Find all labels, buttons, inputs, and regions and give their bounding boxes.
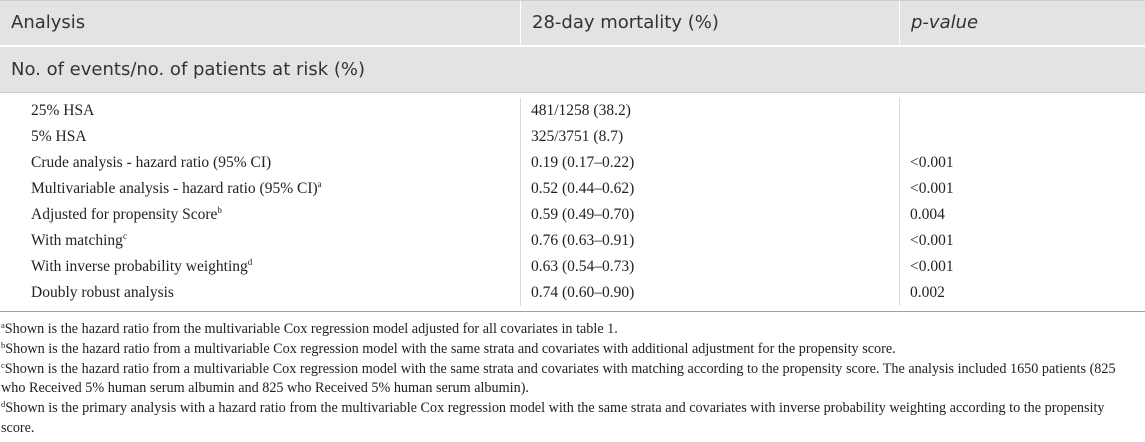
row-pvalue: 0.002 bbox=[910, 284, 945, 301]
row-pvalue bbox=[900, 98, 1145, 124]
row-mortality: 0.63 (0.54–0.73) bbox=[521, 254, 900, 280]
row-label: With matchingc bbox=[0, 228, 521, 254]
row-mortality: 0.19 (0.17–0.22) bbox=[521, 150, 900, 176]
footnote-mark: c bbox=[122, 231, 127, 241]
footnote-a: aShown is the hazard ratio from the mult… bbox=[1, 320, 618, 337]
row-mortality: 0.52 (0.44–0.62) bbox=[521, 176, 900, 202]
row-mortality: 0.59 (0.49–0.70) bbox=[521, 202, 900, 228]
footnote-mark: a bbox=[317, 179, 322, 189]
row-label: With inverse probability weightingd bbox=[0, 254, 521, 280]
row-pvalue: <0.001 bbox=[910, 232, 954, 249]
footnote-d: dShown is the primary analysis with a ha… bbox=[1, 399, 1105, 436]
footnote-c: cShown is the hazard ratio from a multiv… bbox=[1, 359, 1116, 397]
table-row: 5% HSA 325/3751 (8.7) bbox=[0, 124, 1145, 150]
footnote-mark: d bbox=[247, 257, 253, 267]
row-pvalue: <0.001 bbox=[910, 258, 954, 275]
row-label: 5% HSA bbox=[0, 124, 521, 150]
row-mortality: 0.74 (0.60–0.90) bbox=[521, 280, 900, 306]
row-label: 25% HSA bbox=[0, 98, 521, 124]
table-row: Multivariable analysis - hazard ratio (9… bbox=[0, 176, 1145, 202]
footnote-b: bShown is the hazard ratio from a multiv… bbox=[1, 339, 896, 357]
header-mortality: 28-day mortality (%) bbox=[521, 1, 900, 45]
row-mortality: 325/3751 (8.7) bbox=[521, 124, 900, 150]
footnote-mark: b bbox=[217, 205, 222, 215]
table-header-row: Analysis 28-day mortality (%) p-value bbox=[0, 0, 1145, 46]
table-row: Crude analysis - hazard ratio (95% CI) 0… bbox=[0, 150, 1145, 176]
row-label: Adjusted for propensity Scoreb bbox=[0, 202, 521, 228]
row-pvalue: 0.004 bbox=[910, 206, 945, 223]
row-pvalue: <0.001 bbox=[910, 180, 954, 197]
section-label: No. of events/no. of patients at risk (%… bbox=[0, 46, 1145, 93]
row-label: Crude analysis - hazard ratio (95% CI) bbox=[0, 150, 521, 176]
table-body: 25% HSA 481/1258 (38.2) 5% HSA 325/3751 … bbox=[0, 93, 1145, 312]
table-row: With matchingc 0.76 (0.63–0.91) <0.001 bbox=[0, 228, 1145, 254]
row-mortality: 481/1258 (38.2) bbox=[521, 98, 900, 124]
row-mortality: 0.76 (0.63–0.91) bbox=[521, 228, 900, 254]
table-row: 25% HSA 481/1258 (38.2) bbox=[0, 98, 1145, 124]
row-pvalue bbox=[900, 124, 1145, 150]
footnotes: aShown is the hazard ratio from the mult… bbox=[0, 312, 1145, 439]
table-row: With inverse probability weightingd 0.63… bbox=[0, 254, 1145, 280]
row-label: Doubly robust analysis bbox=[0, 280, 521, 306]
header-pvalue: p-value bbox=[911, 12, 979, 33]
table-row: Adjusted for propensity Scoreb 0.59 (0.4… bbox=[0, 202, 1145, 228]
table-row: Doubly robust analysis 0.74 (0.60–0.90) … bbox=[0, 280, 1145, 306]
row-pvalue: <0.001 bbox=[910, 154, 954, 171]
header-analysis: Analysis bbox=[0, 1, 521, 45]
row-label: Multivariable analysis - hazard ratio (9… bbox=[0, 176, 521, 202]
